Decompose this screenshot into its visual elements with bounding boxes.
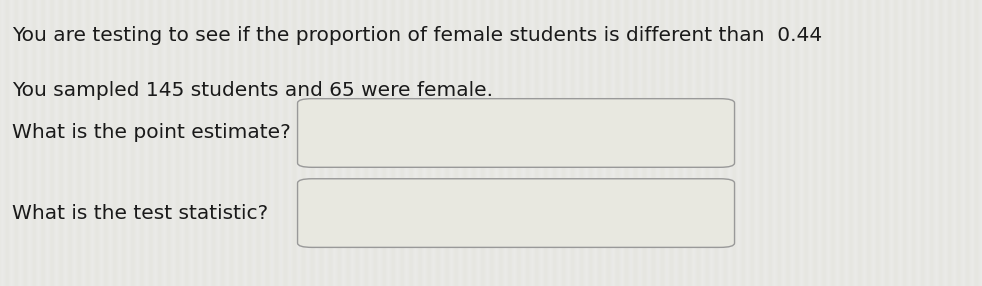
FancyBboxPatch shape	[298, 179, 735, 247]
FancyBboxPatch shape	[298, 99, 735, 167]
Text: What is the point estimate?: What is the point estimate?	[12, 124, 291, 142]
Text: You sampled 145 students and 65 were female.: You sampled 145 students and 65 were fem…	[12, 81, 493, 100]
Text: What is the test statistic?: What is the test statistic?	[12, 204, 268, 223]
Text: You are testing to see if the proportion of female students is different than  0: You are testing to see if the proportion…	[12, 26, 822, 45]
